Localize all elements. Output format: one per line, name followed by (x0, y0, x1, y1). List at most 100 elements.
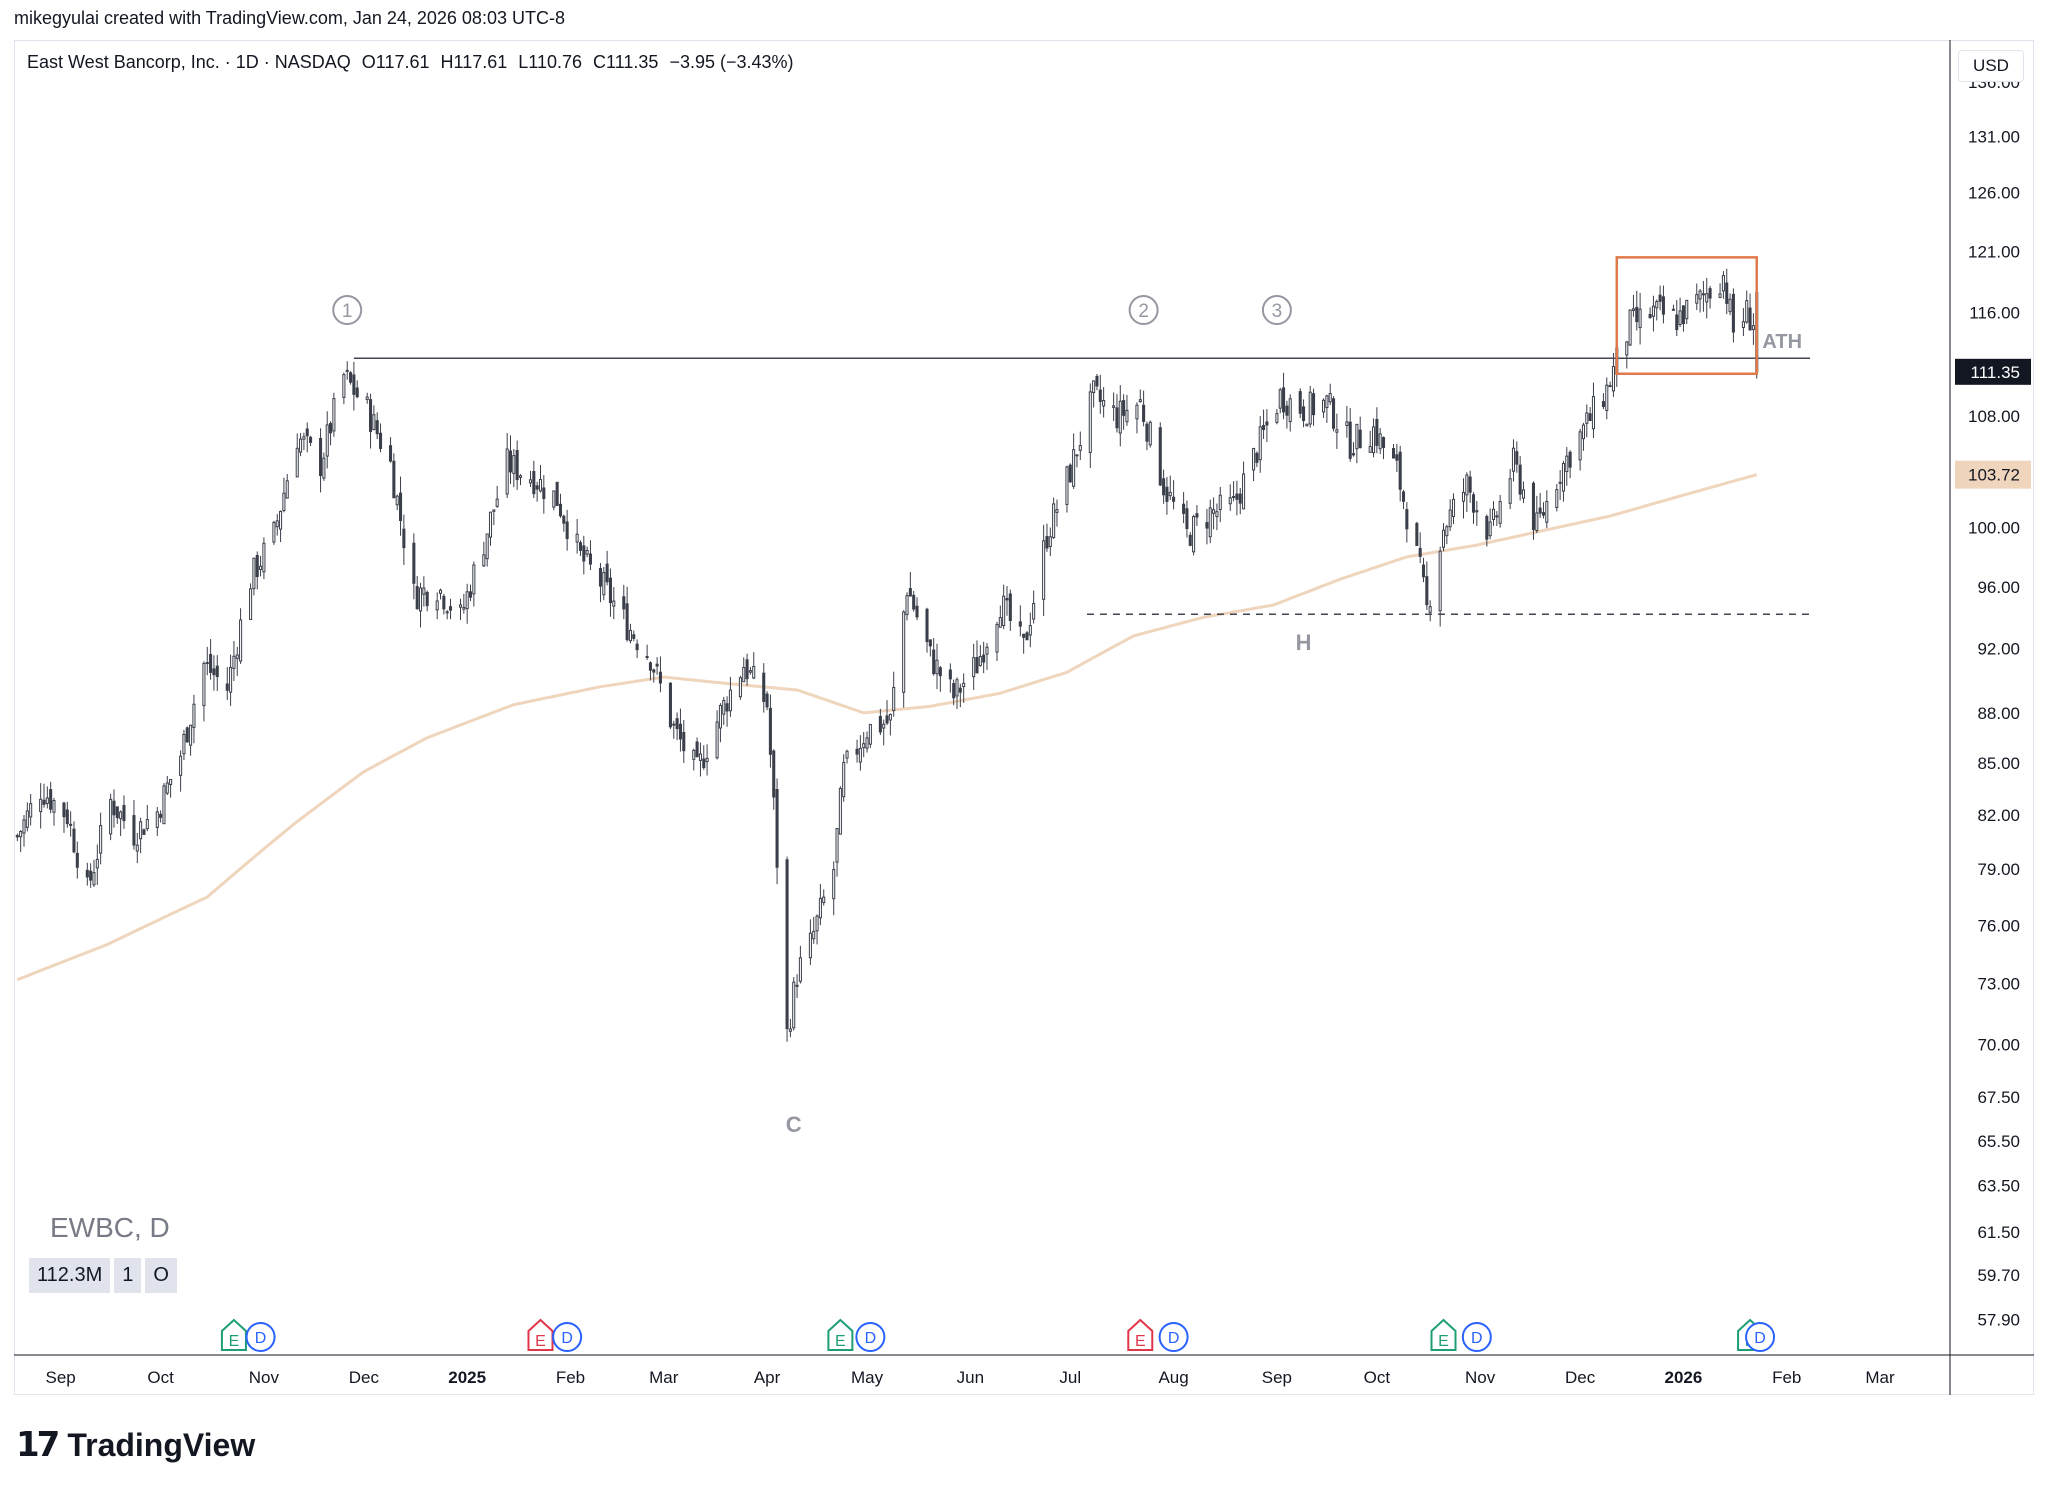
candle-body (239, 619, 243, 662)
candle-body (355, 387, 359, 398)
candle-body (648, 662, 652, 671)
earnings-event-shape (827, 1318, 854, 1351)
candle-body (1265, 421, 1269, 426)
candle-body (1055, 509, 1059, 513)
candle-body (932, 649, 936, 675)
candle-body (715, 721, 719, 759)
candle-body (535, 485, 539, 490)
dividend-event-shape (1461, 1322, 1492, 1352)
candle-body (99, 825, 103, 854)
dividend-event-icon[interactable]: D (552, 1322, 583, 1352)
earnings-event-icon[interactable]: E (1127, 1318, 1154, 1351)
candle-body (1538, 507, 1542, 514)
candle-body (365, 396, 369, 400)
ohlc-close: C111.35 (593, 52, 659, 72)
candle-body (225, 683, 229, 691)
candle-body (652, 669, 656, 673)
candle-body (1488, 521, 1492, 537)
candle-body (1578, 431, 1582, 461)
volume-option-button[interactable]: O (145, 1258, 177, 1293)
candle-body (1262, 425, 1266, 430)
candle-body (1371, 426, 1376, 454)
earnings-event-label: E (535, 1333, 546, 1350)
candle-body (935, 659, 939, 675)
candle-body (588, 553, 593, 565)
candle-body (668, 682, 672, 728)
candle-body (585, 550, 589, 555)
candle-body (1521, 489, 1526, 499)
volume-setting-button[interactable]: 1 (114, 1258, 142, 1293)
candle-body (1495, 515, 1499, 518)
candle-body (1212, 509, 1216, 514)
candle-body (229, 666, 233, 693)
time-tick-label: Feb (1772, 1368, 1801, 1387)
dividend-event-icon[interactable]: D (1158, 1322, 1189, 1352)
candle-body (1611, 366, 1615, 392)
candle-body (962, 682, 966, 688)
ohlc-open: O117.61 (361, 52, 430, 72)
candle-body (1332, 398, 1336, 429)
candle-body (958, 687, 962, 693)
candle-body (1335, 429, 1339, 433)
candle-body (955, 679, 959, 697)
candle-body (1701, 293, 1705, 296)
candle-body (1451, 498, 1456, 517)
candle-body (465, 591, 469, 610)
earnings-event-icon[interactable]: E (827, 1318, 854, 1351)
candle-body (92, 872, 96, 886)
candle-body (1215, 511, 1219, 518)
chart-frame[interactable] (14, 40, 2034, 1395)
earnings-event-shape (527, 1318, 554, 1351)
dividend-event-label: D (1168, 1330, 1180, 1347)
candle-body (185, 727, 189, 743)
candle-body (1195, 513, 1199, 518)
candle-body (1218, 494, 1222, 511)
candle-body (1531, 482, 1536, 531)
candle-body (1258, 426, 1262, 461)
earnings-event-icon[interactable]: E (527, 1318, 554, 1351)
candle-body (325, 424, 329, 457)
candle-body (189, 724, 193, 746)
candle-body (65, 809, 69, 825)
candle-body (555, 481, 559, 506)
candle-body (575, 533, 579, 543)
candle-body (1282, 387, 1286, 413)
earnings-event-icon[interactable]: E (220, 1318, 247, 1351)
dividend-event-icon[interactable]: D (855, 1322, 886, 1352)
candle-body (532, 471, 536, 495)
candle-body (975, 657, 979, 674)
candle-body (865, 737, 869, 749)
candle-body (448, 606, 453, 611)
dividend-event-icon[interactable]: D (1461, 1322, 1492, 1352)
pattern-label-c: C (786, 1112, 802, 1137)
volume-indicator[interactable]: 112.3M 1 O (29, 1258, 177, 1293)
candle-body (835, 828, 839, 863)
price-tick-label: 116.00 (1969, 304, 2020, 323)
price-tick-label: 73.00 (1977, 975, 2020, 994)
candle-body (845, 750, 849, 759)
candle-body (602, 571, 606, 596)
currency-button[interactable]: USD (1958, 50, 2024, 82)
candle-body (1302, 406, 1306, 421)
candle-body (598, 567, 602, 587)
candle-body (1601, 401, 1605, 408)
symbol-name[interactable]: East West Bancorp, Inc. · 1D · NASDAQ (27, 52, 351, 72)
candle-body (1471, 494, 1476, 513)
candle-body (925, 608, 929, 643)
candle-body (1418, 547, 1422, 557)
candle-body (395, 495, 399, 506)
dividend-event-icon[interactable]: D (245, 1322, 276, 1352)
candle-body (1498, 500, 1502, 524)
earnings-event-icon[interactable]: E (1430, 1318, 1457, 1351)
candle-body (1005, 598, 1009, 601)
tradingview-logo[interactable]: 𝟭𝟳 TradingView (16, 1425, 255, 1465)
candle-body (1168, 491, 1172, 497)
candle-body (695, 741, 699, 758)
candle-body (1581, 424, 1585, 440)
dividend-event-icon[interactable]: D (1745, 1322, 1776, 1352)
candle-body (1348, 421, 1352, 459)
candle-body (1475, 510, 1479, 513)
dividend-event-label: D (1471, 1330, 1483, 1347)
candle-body (159, 813, 163, 818)
